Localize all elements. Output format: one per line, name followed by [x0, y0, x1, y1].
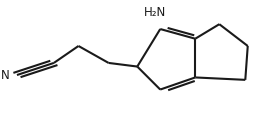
Text: H₂N: H₂N: [144, 6, 166, 19]
Text: N: N: [1, 68, 10, 82]
